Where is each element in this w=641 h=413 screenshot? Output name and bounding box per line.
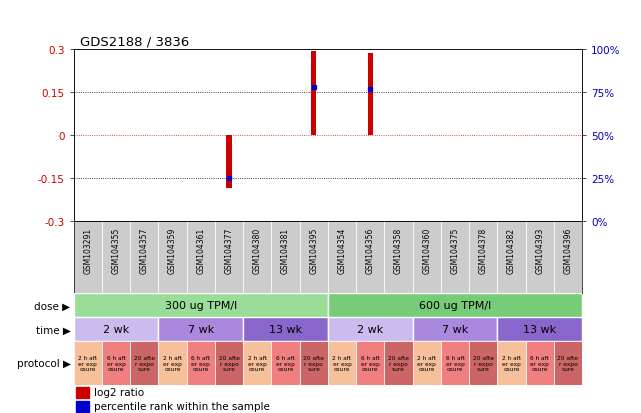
Text: 20 afte
r expo
sure: 20 afte r expo sure [303, 355, 324, 371]
Text: 2 h aft
er exp
osure: 2 h aft er exp osure [333, 355, 351, 371]
Text: 600 ug TPM/l: 600 ug TPM/l [419, 301, 491, 311]
Text: GSM104395: GSM104395 [309, 227, 318, 273]
Bar [526, 342, 554, 385]
Bar [413, 342, 441, 385]
Text: 6 h aft
er exp
osure: 6 h aft er exp osure [192, 355, 210, 371]
Text: GSM104377: GSM104377 [224, 227, 233, 273]
Text: GSM104381: GSM104381 [281, 227, 290, 273]
Bar [76, 387, 89, 398]
Text: 13 wk: 13 wk [269, 325, 302, 335]
Text: GSM104359: GSM104359 [168, 227, 177, 273]
Text: 6 h aft
er exp
osure: 6 h aft er exp osure [445, 355, 464, 371]
Bar [102, 342, 130, 385]
Text: GSM104354: GSM104354 [338, 227, 347, 273]
Bar [413, 318, 497, 342]
Text: time ▶: time ▶ [36, 325, 71, 335]
Bar [441, 342, 469, 385]
Text: 6 h aft
er exp
osure: 6 h aft er exp osure [530, 355, 549, 371]
Bar [497, 318, 582, 342]
Text: 300 ug TPM/l: 300 ug TPM/l [165, 301, 237, 311]
Text: GSM104378: GSM104378 [479, 227, 488, 273]
Text: 7 wk: 7 wk [442, 325, 468, 335]
Text: GSM104355: GSM104355 [112, 227, 121, 273]
Bar [158, 342, 187, 385]
Bar [299, 342, 328, 385]
Text: GSM104382: GSM104382 [507, 227, 516, 273]
Text: 20 afte
r expo
sure: 20 afte r expo sure [219, 355, 240, 371]
Text: 2 h aft
er exp
osure: 2 h aft er exp osure [502, 355, 521, 371]
Text: 20 afte
r expo
sure: 20 afte r expo sure [134, 355, 155, 371]
Text: GSM104393: GSM104393 [535, 227, 544, 273]
Bar [74, 318, 158, 342]
Text: 6 h aft
er exp
osure: 6 h aft er exp osure [276, 355, 295, 371]
Bar [215, 342, 243, 385]
Bar [497, 342, 526, 385]
Text: 2 wk: 2 wk [357, 325, 383, 335]
Text: GSM104361: GSM104361 [196, 227, 205, 273]
Text: GSM104356: GSM104356 [366, 227, 375, 273]
Bar [328, 318, 413, 342]
Text: protocol ▶: protocol ▶ [17, 358, 71, 368]
Text: 2 h aft
er exp
osure: 2 h aft er exp osure [163, 355, 182, 371]
Bar [243, 318, 328, 342]
Bar [385, 342, 413, 385]
Text: percentile rank within the sample: percentile rank within the sample [94, 401, 270, 411]
Bar [243, 342, 271, 385]
Text: 20 afte
r expo
sure: 20 afte r expo sure [472, 355, 494, 371]
Bar [158, 318, 243, 342]
Text: 6 h aft
er exp
osure: 6 h aft er exp osure [106, 355, 126, 371]
Bar [226, 135, 231, 188]
Bar [74, 342, 102, 385]
Text: GDS2188 / 3836: GDS2188 / 3836 [80, 35, 189, 48]
Text: 20 afte
r expo
sure: 20 afte r expo sure [558, 355, 578, 371]
Bar [76, 401, 89, 412]
Bar [187, 342, 215, 385]
Text: 7 wk: 7 wk [188, 325, 214, 335]
Bar [328, 342, 356, 385]
Bar [130, 342, 158, 385]
Text: dose ▶: dose ▶ [35, 301, 71, 311]
Text: 2 h aft
er exp
osure: 2 h aft er exp osure [248, 355, 267, 371]
Text: 2 h aft
er exp
osure: 2 h aft er exp osure [78, 355, 97, 371]
Bar [271, 342, 299, 385]
Text: GSM103291: GSM103291 [83, 227, 92, 273]
Bar [368, 54, 373, 135]
Bar [312, 51, 316, 135]
Text: log2 ratio: log2 ratio [94, 387, 144, 397]
Bar [74, 294, 328, 318]
Text: 6 h aft
er exp
osure: 6 h aft er exp osure [361, 355, 379, 371]
Bar [328, 294, 582, 318]
Text: GSM104375: GSM104375 [451, 227, 460, 273]
Text: GSM104380: GSM104380 [253, 227, 262, 273]
Text: GSM104360: GSM104360 [422, 227, 431, 273]
Bar [469, 342, 497, 385]
Text: GSM104396: GSM104396 [563, 227, 572, 273]
Text: 2 h aft
er exp
osure: 2 h aft er exp osure [417, 355, 437, 371]
Bar [356, 342, 385, 385]
Text: GSM104357: GSM104357 [140, 227, 149, 273]
Text: 2 wk: 2 wk [103, 325, 129, 335]
Text: GSM104358: GSM104358 [394, 227, 403, 273]
Text: 13 wk: 13 wk [523, 325, 556, 335]
Text: 20 afte
r expo
sure: 20 afte r expo sure [388, 355, 409, 371]
Bar [554, 342, 582, 385]
